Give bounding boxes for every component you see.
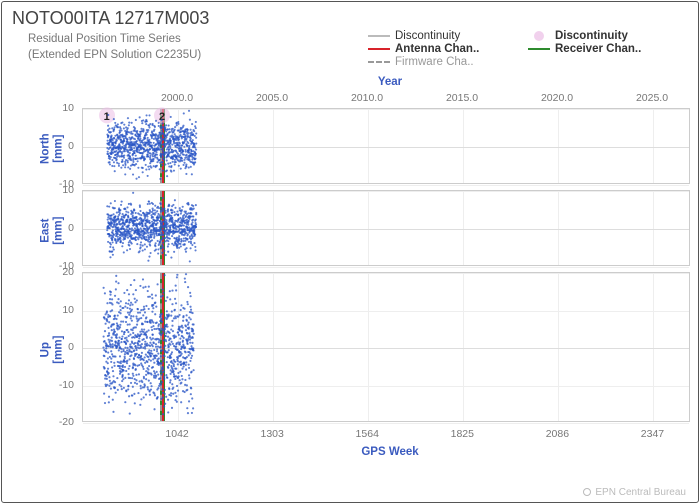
series-up	[83, 273, 689, 421]
ylabel-east: East[mm]	[39, 201, 64, 261]
tick-year: 2005.0	[256, 92, 288, 104]
ylabel-north: North[mm]	[39, 119, 64, 179]
series-east	[83, 191, 689, 265]
tick-week: 2347	[641, 428, 664, 440]
tick-year: 2020.0	[541, 92, 573, 104]
legend-line-gray	[368, 35, 390, 37]
legend: Discontinuity Discontinuity Antenna Chan…	[368, 30, 688, 69]
legend-line-dash	[368, 61, 390, 63]
legend-antenna: Antenna Chan..	[368, 43, 528, 55]
legend-label: Discontinuity	[555, 30, 628, 42]
legend-receiver: Receiver Chan..	[528, 43, 688, 55]
legend-label: Discontinuity	[395, 30, 460, 42]
tick-week: 1042	[165, 428, 188, 440]
panel-up	[82, 272, 690, 422]
tick-y: 10	[50, 102, 74, 114]
tick-y: -10	[50, 379, 74, 391]
credit: EPN Central Bureau	[583, 487, 686, 498]
credit-icon	[583, 488, 591, 496]
axis-label-week: GPS Week	[361, 446, 418, 458]
legend-label: Firmware Cha..	[395, 56, 474, 68]
panel-north: 12	[82, 108, 690, 184]
tick-week: 1564	[356, 428, 379, 440]
axis-label-year: Year	[378, 76, 402, 88]
legend-discontinuity-gray: Discontinuity	[368, 30, 528, 42]
tick-year: 2015.0	[446, 92, 478, 104]
subtitle-l2: (Extended EPN Solution C2235U)	[28, 49, 201, 61]
legend-line-red	[368, 48, 390, 50]
tick-y: 20	[50, 266, 74, 278]
credit-text: EPN Central Bureau	[595, 487, 686, 498]
legend-label: Receiver Chan..	[555, 43, 641, 55]
legend-label: Antenna Chan..	[395, 43, 479, 55]
legend-discontinuity-pink: Discontinuity	[528, 30, 688, 42]
tick-year: 2010.0	[351, 92, 383, 104]
panel-east	[82, 190, 690, 266]
tick-week: 2086	[546, 428, 569, 440]
tick-y: 10	[50, 304, 74, 316]
tick-y: -20	[50, 416, 74, 428]
page-title: NOTO00ITA 12717M003	[12, 8, 209, 29]
tick-year: 2000.0	[161, 92, 193, 104]
legend-firmware: Firmware Cha..	[368, 56, 528, 68]
tick-week: 1825	[451, 428, 474, 440]
tick-y: 10	[50, 184, 74, 196]
series-north	[83, 109, 689, 183]
tick-year: 2025.0	[636, 92, 668, 104]
tick-week: 1303	[260, 428, 283, 440]
subtitle: Residual Position Time Series (Extended …	[28, 32, 201, 63]
legend-line-green	[528, 48, 550, 50]
legend-circle-icon	[534, 31, 544, 41]
subtitle-l1: Residual Position Time Series	[28, 33, 181, 45]
ylabel-up: Up[mm]	[39, 320, 64, 380]
